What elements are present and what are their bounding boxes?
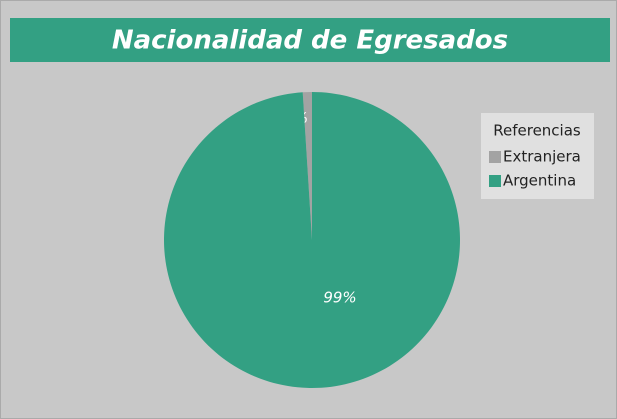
title-banner [10,18,610,62]
legend-title: Referencias [493,122,581,140]
chart-title: Nacionalidad de Egresados [112,26,508,56]
legend-label: Extranjera [503,148,581,166]
pie-slice [302,92,312,240]
legend-swatch [489,175,501,187]
data-label: 99% [323,289,356,307]
pie-slice [164,92,461,388]
legend-label: Argentina [503,172,576,190]
legend-swatch [489,151,501,163]
